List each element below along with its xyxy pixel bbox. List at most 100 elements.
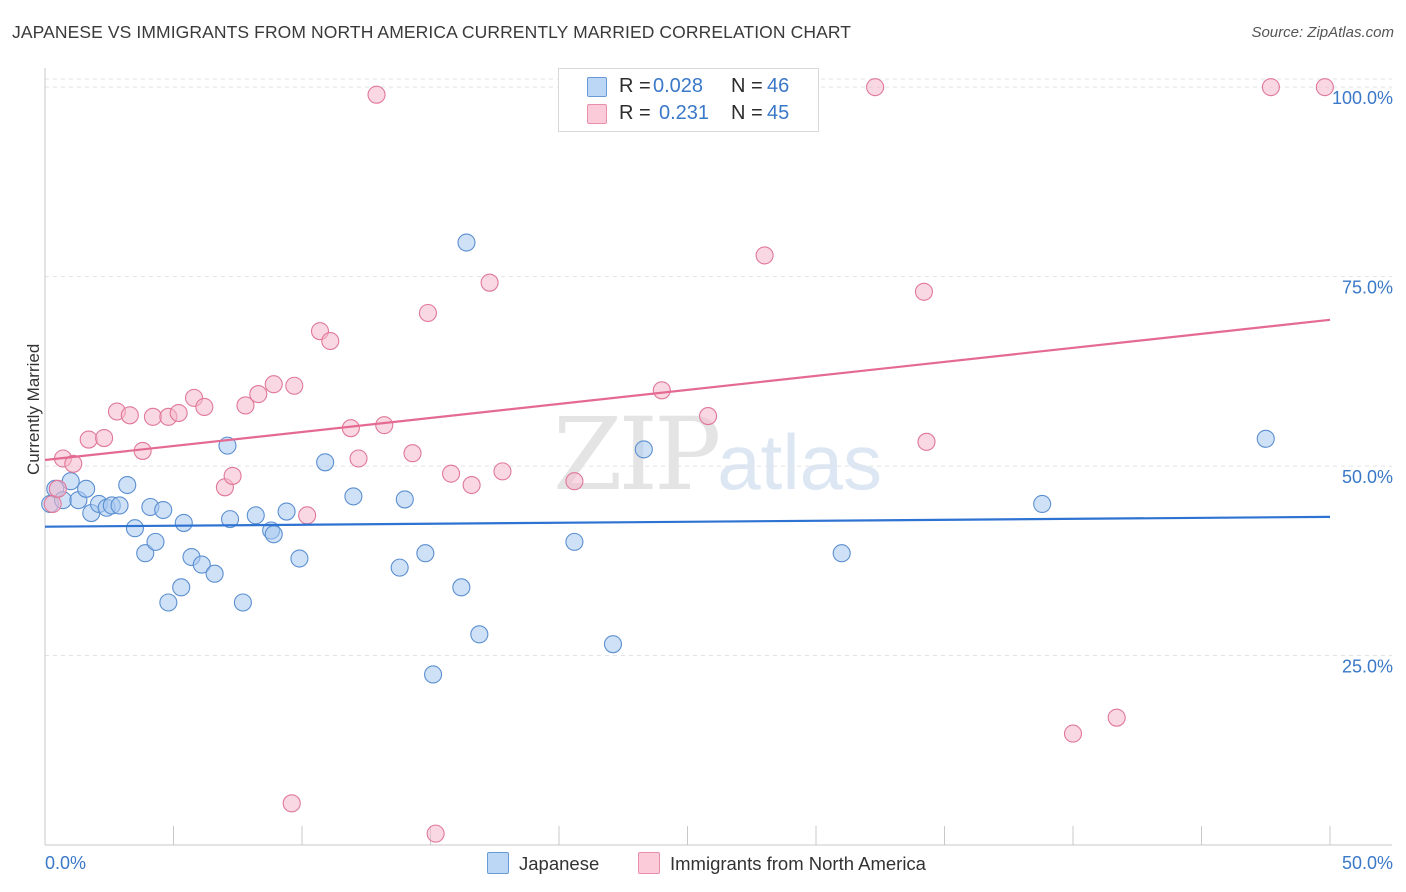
japanese-point: [416, 544, 435, 563]
legend-n-label: N =: [731, 102, 763, 124]
immigrants-point: [236, 396, 255, 415]
immigrants-point: [285, 376, 304, 395]
source-label: Source: ZipAtlas.com: [1251, 24, 1394, 41]
y-axis-label: Currently Married: [24, 343, 43, 475]
y-tick-label: 25.0%: [1342, 657, 1393, 677]
immigrants-point: [321, 331, 340, 351]
immigrants-point: [282, 794, 301, 813]
japanese-point: [172, 578, 191, 597]
legend-r-value: 0.028: [653, 75, 704, 97]
japanese-point: [470, 625, 489, 644]
japanese-point: [159, 593, 178, 612]
immigrants-point: [699, 407, 718, 426]
legend-swatch-immigrants: [587, 104, 607, 124]
immigrants-point: [426, 824, 445, 843]
immigrants-point: [264, 375, 283, 394]
japanese-point: [395, 490, 414, 509]
japanese-point: [634, 440, 653, 459]
immigrants-point: [755, 246, 774, 265]
japanese-point: [452, 578, 471, 597]
immigrants-point: [143, 407, 162, 426]
japanese-point: [77, 479, 96, 498]
immigrants-point: [95, 428, 114, 448]
watermark-atlas: atlas: [717, 418, 883, 506]
japanese-point: [174, 513, 193, 532]
japanese-point: [1256, 429, 1275, 448]
immigrants-trend-line: [44, 318, 1331, 462]
immigrants-point: [249, 385, 268, 404]
japanese-point: [205, 564, 224, 583]
bottom-legend-japanese: Japanese: [487, 852, 599, 875]
japanese-point: [457, 233, 476, 252]
immigrants-point: [1063, 724, 1083, 743]
japanese-point: [565, 532, 584, 551]
immigrants-point: [1107, 708, 1126, 727]
japanese-point: [316, 453, 335, 472]
immigrants-point: [375, 416, 394, 435]
immigrants-point: [195, 397, 214, 417]
y-tick-label: 100.0%: [1332, 88, 1393, 108]
bottom-legend-label-immigrants: Immigrants from North America: [670, 853, 926, 874]
japanese-point: [110, 496, 129, 515]
immigrants-point: [442, 464, 461, 483]
immigrants-point: [418, 303, 437, 323]
x-tick-label: 0.0%: [45, 853, 86, 873]
immigrants-point: [48, 479, 67, 498]
japanese-point: [146, 532, 165, 551]
immigrants-point: [493, 462, 512, 481]
immigrants-point: [403, 444, 422, 463]
japanese-point: [264, 525, 283, 544]
japanese-point: [1033, 494, 1052, 514]
japanese-trend-line: [44, 515, 1331, 528]
y-tick-label: 50.0%: [1342, 467, 1393, 487]
japanese-point: [233, 593, 252, 612]
immigrants-point: [1261, 78, 1280, 97]
legend-box: R = 0.028 N = 46 R = 0.231 N = 45: [558, 68, 819, 132]
japanese-point: [277, 502, 296, 521]
immigrants-point: [79, 430, 98, 449]
japanese-point: [192, 555, 211, 574]
chart-title: JAPANESE VS IMMIGRANTS FROM NORTH AMERIC…: [12, 22, 852, 42]
immigrants-point: [367, 85, 386, 104]
immigrants-point: [349, 449, 368, 468]
japanese-point: [390, 558, 409, 577]
japanese-point: [136, 544, 155, 563]
japanese-point: [246, 506, 265, 525]
x-tick-label: 50.0%: [1342, 853, 1393, 873]
immigrants-point: [169, 403, 188, 423]
legend-r-label: R =: [619, 75, 651, 97]
bottom-legend-immigrants: Immigrants from North America: [638, 852, 926, 875]
legend-n-value: 45: [767, 102, 790, 124]
bottom-legend-swatch-immigrants: [638, 852, 660, 874]
japanese-point: [424, 665, 443, 684]
japanese-point: [344, 487, 363, 506]
immigrants-point: [298, 506, 317, 525]
immigrants-point: [565, 472, 584, 491]
immigrants-point: [120, 406, 139, 425]
legend-swatch-japanese: [587, 77, 607, 97]
immigrants-point: [462, 475, 481, 495]
immigrants-point: [43, 494, 62, 514]
japanese-point: [603, 635, 623, 654]
immigrants-point: [866, 78, 885, 97]
immigrants-point: [223, 466, 242, 485]
japanese-point: [832, 544, 851, 563]
legend-r-value: 0.231: [659, 102, 710, 124]
y-tick-label: 75.0%: [1342, 278, 1393, 298]
japanese-point: [290, 549, 309, 568]
immigrants-point: [652, 381, 671, 400]
immigrants-point: [914, 282, 933, 301]
immigrants-point: [64, 454, 83, 473]
watermark: ZIPatlas: [553, 396, 882, 513]
immigrants-point: [917, 432, 936, 451]
immigrants-point: [1315, 78, 1334, 97]
japanese-point: [125, 519, 144, 538]
japanese-point: [118, 475, 137, 495]
japanese-point: [154, 500, 173, 520]
legend-n-value: 46: [767, 75, 790, 97]
immigrants-point: [480, 273, 499, 292]
legend-n-label: N =: [731, 75, 763, 97]
bottom-legend-swatch-japanese: [487, 852, 509, 874]
bottom-legend-label-japanese: Japanese: [519, 853, 600, 874]
